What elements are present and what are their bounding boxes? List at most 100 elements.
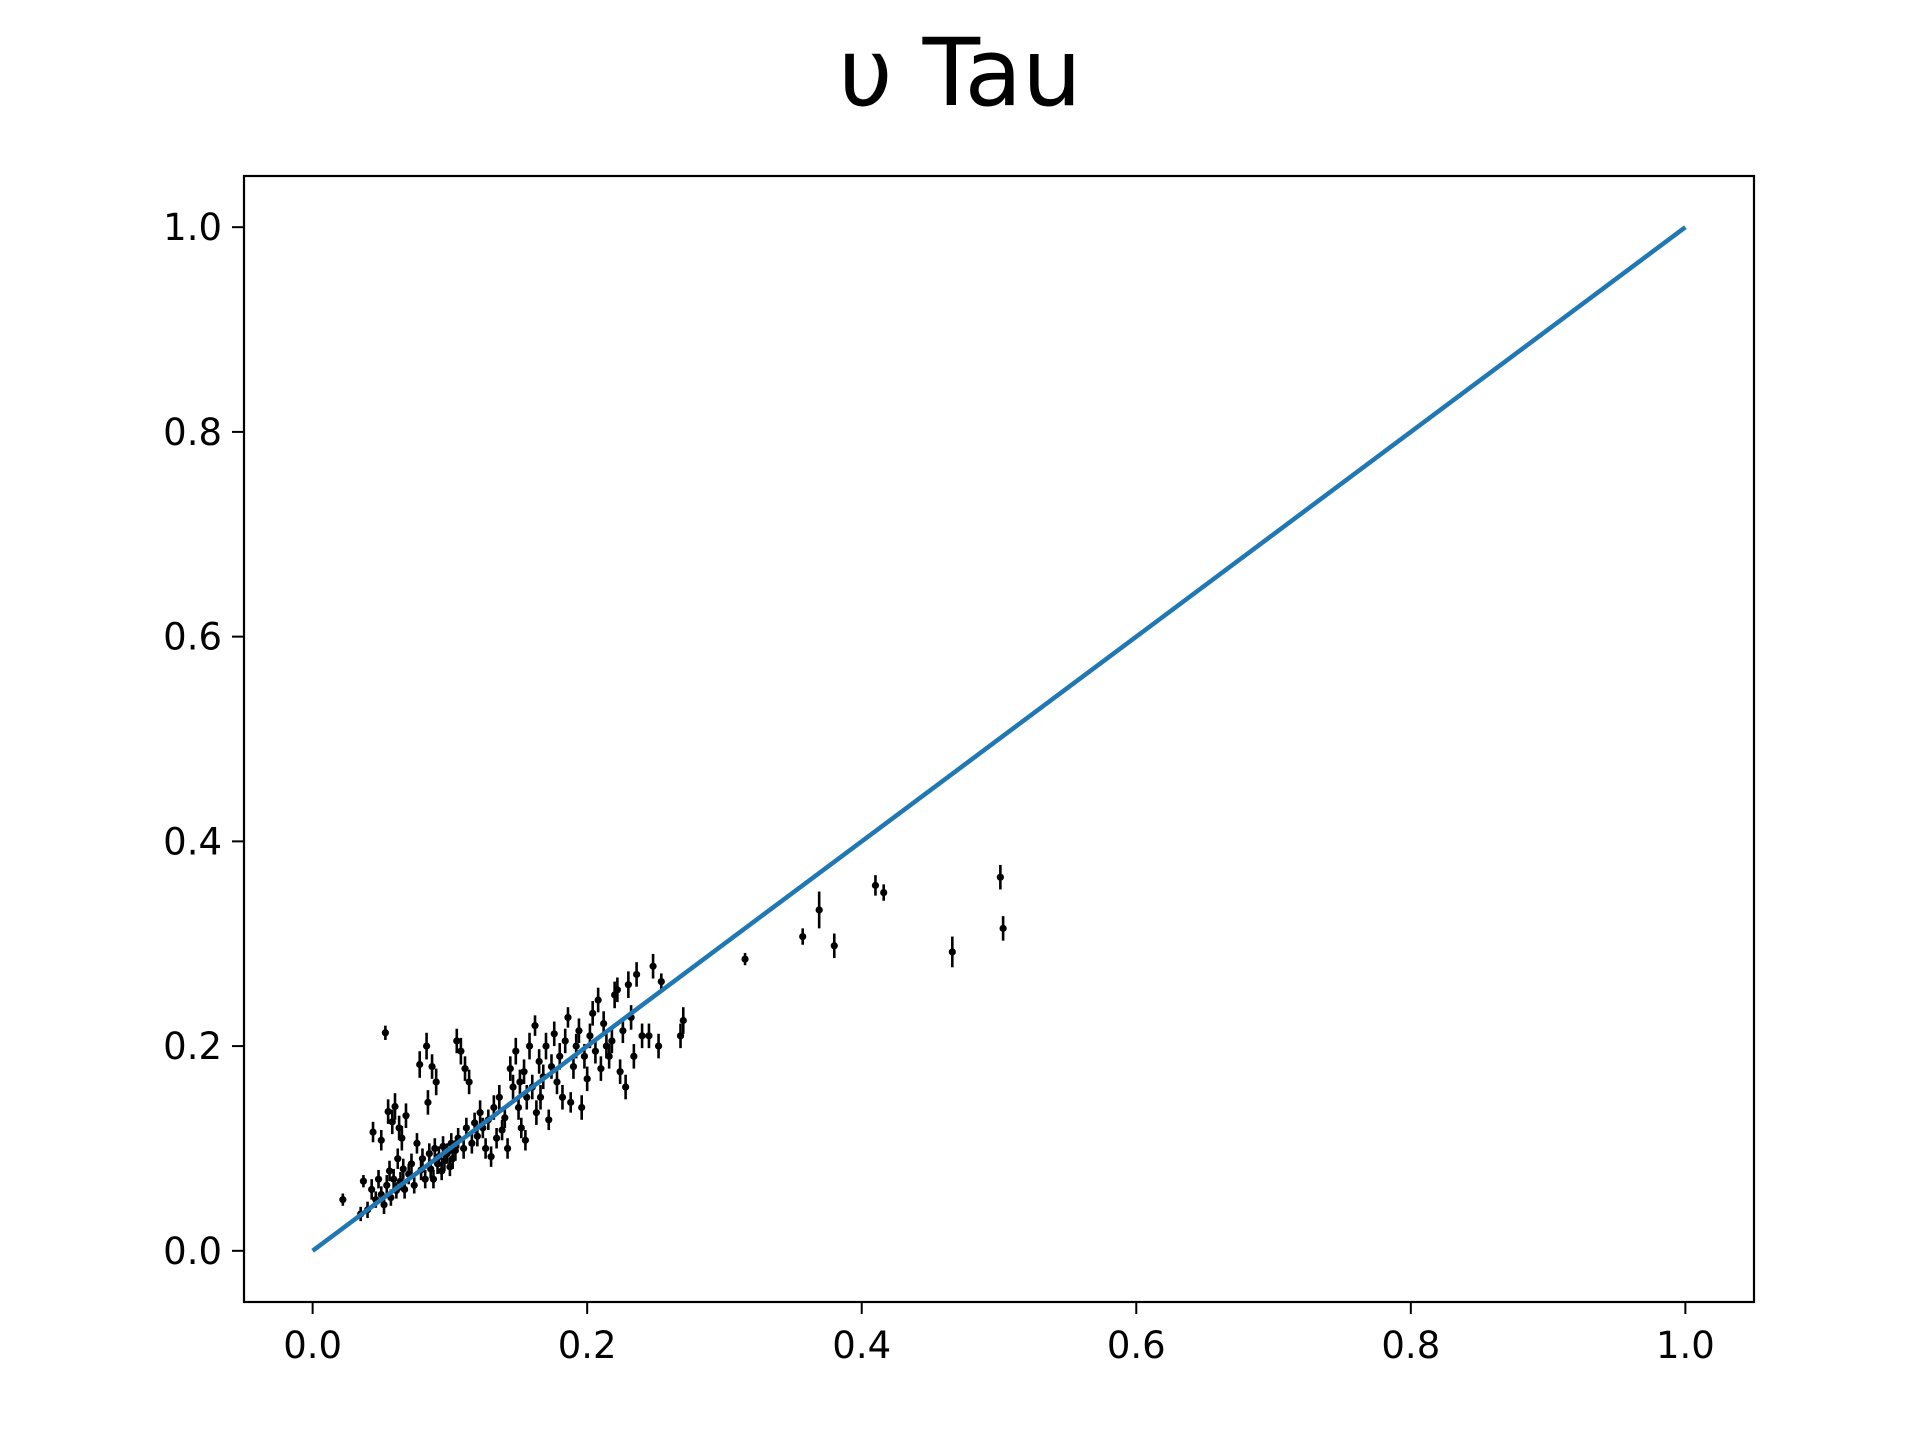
x-tick-label-2: 0.4: [832, 1324, 891, 1367]
data-point-37: [425, 1149, 433, 1158]
data-point-104: [580, 1052, 589, 1060]
data-point-133: [815, 906, 823, 914]
data-point-38: [427, 1165, 435, 1173]
data-point-95: [556, 1052, 564, 1060]
data-point-94: [553, 1078, 561, 1086]
data-point-74: [506, 1065, 514, 1073]
data-point-128: [657, 978, 665, 986]
data-point-24: [399, 1165, 407, 1173]
data-point-122: [630, 1052, 638, 1060]
data-point-118: [619, 1027, 627, 1035]
chart-title: υ Tau: [838, 19, 1082, 128]
data-point-51: [449, 1155, 457, 1163]
data-point-82: [523, 1093, 531, 1101]
data-point-36: [424, 1098, 432, 1106]
data-point-23: [398, 1134, 406, 1142]
data-point-107: [589, 1009, 597, 1017]
data-point-17: [390, 1175, 398, 1183]
data-point-34: [421, 1175, 429, 1183]
data-point-14: [385, 1167, 394, 1175]
data-point-0: [339, 1196, 347, 1204]
data-point-103: [578, 1103, 586, 1112]
data-point-28: [407, 1160, 416, 1168]
data-point-78: [516, 1078, 524, 1086]
data-point-75: [509, 1083, 517, 1091]
data-point-21: [395, 1124, 403, 1132]
data-point-29: [410, 1181, 418, 1189]
data-point-56: [460, 1144, 468, 1153]
data-point-76: [512, 1047, 520, 1055]
x-tick-label-3: 0.6: [1107, 1324, 1166, 1367]
y-tick-label-0: 0.0: [163, 1230, 222, 1273]
data-point-88: [536, 1093, 545, 1101]
data-point-55: [457, 1047, 465, 1055]
data-point-69: [492, 1134, 501, 1142]
data-point-57: [461, 1065, 469, 1073]
data-point-113: [605, 1052, 613, 1060]
data-point-97: [561, 1037, 569, 1045]
data-point-106: [586, 1032, 594, 1040]
y-tick-label-1: 0.2: [163, 1025, 222, 1068]
data-point-129: [676, 1032, 685, 1040]
axes-frame: [242, 174, 1756, 1304]
data-point-53: [453, 1037, 461, 1045]
data-point-83: [525, 1042, 534, 1050]
data-point-41: [431, 1144, 439, 1153]
data-point-13: [384, 1108, 392, 1116]
data-point-139: [999, 924, 1007, 932]
data-point-52: [451, 1146, 459, 1155]
data-point-7: [374, 1175, 383, 1183]
data-point-42: [432, 1078, 440, 1086]
data-point-49: [446, 1163, 454, 1171]
data-point-87: [535, 1057, 543, 1066]
data-point-63: [476, 1109, 484, 1117]
data-point-18: [391, 1102, 399, 1111]
data-point-93: [550, 1030, 558, 1038]
data-point-35: [422, 1042, 431, 1050]
data-point-61: [471, 1119, 479, 1127]
data-point-119: [622, 1083, 630, 1091]
y-tick-label-5: 1.0: [163, 206, 222, 249]
x-tick-label-0: 0.0: [283, 1324, 342, 1367]
data-point-43: [433, 1160, 442, 1168]
data-point-91: [545, 1116, 553, 1124]
data-point-110: [597, 1065, 605, 1073]
data-point-72: [501, 1114, 509, 1122]
data-point-100: [569, 1062, 578, 1071]
data-point-16: [388, 1118, 396, 1126]
data-point-58: [462, 1124, 470, 1132]
data-point-102: [575, 1027, 583, 1035]
y-tick-label-2: 0.4: [163, 820, 222, 863]
data-point-92: [547, 1062, 556, 1071]
data-point-71: [498, 1126, 506, 1134]
data-point-73: [503, 1144, 512, 1153]
data-point-98: [564, 1013, 572, 1022]
data-point-40: [429, 1175, 438, 1183]
data-point-112: [602, 1042, 611, 1050]
data-point-90: [542, 1042, 550, 1050]
data-point-80: [520, 1068, 528, 1076]
data-point-33: [418, 1155, 427, 1163]
data-point-127: [654, 1042, 663, 1050]
data-point-60: [468, 1139, 476, 1147]
data-point-117: [616, 1068, 624, 1076]
data-point-77: [514, 1103, 523, 1112]
data-point-81: [521, 1136, 530, 1144]
reference-line: [311, 225, 1687, 1253]
x-tick-label-5: 1.0: [1656, 1324, 1715, 1367]
data-point-114: [608, 1037, 616, 1045]
data-point-85: [531, 1022, 539, 1030]
data-point-11: [381, 1029, 389, 1037]
y-axis-ticks: 0.0 0.2 0.4 0.6 0.8 1.0: [163, 206, 244, 1273]
data-point-134: [830, 942, 838, 950]
data-point-10: [380, 1201, 388, 1209]
point-layer: [339, 873, 1007, 1218]
y-tick-label-3: 0.6: [163, 616, 222, 659]
x-tick-label-1: 0.2: [558, 1324, 617, 1367]
data-point-137: [948, 948, 956, 956]
data-point-105: [583, 1075, 591, 1083]
data-point-108: [591, 1047, 600, 1055]
data-point-123: [633, 970, 641, 979]
data-point-4: [368, 1185, 376, 1193]
